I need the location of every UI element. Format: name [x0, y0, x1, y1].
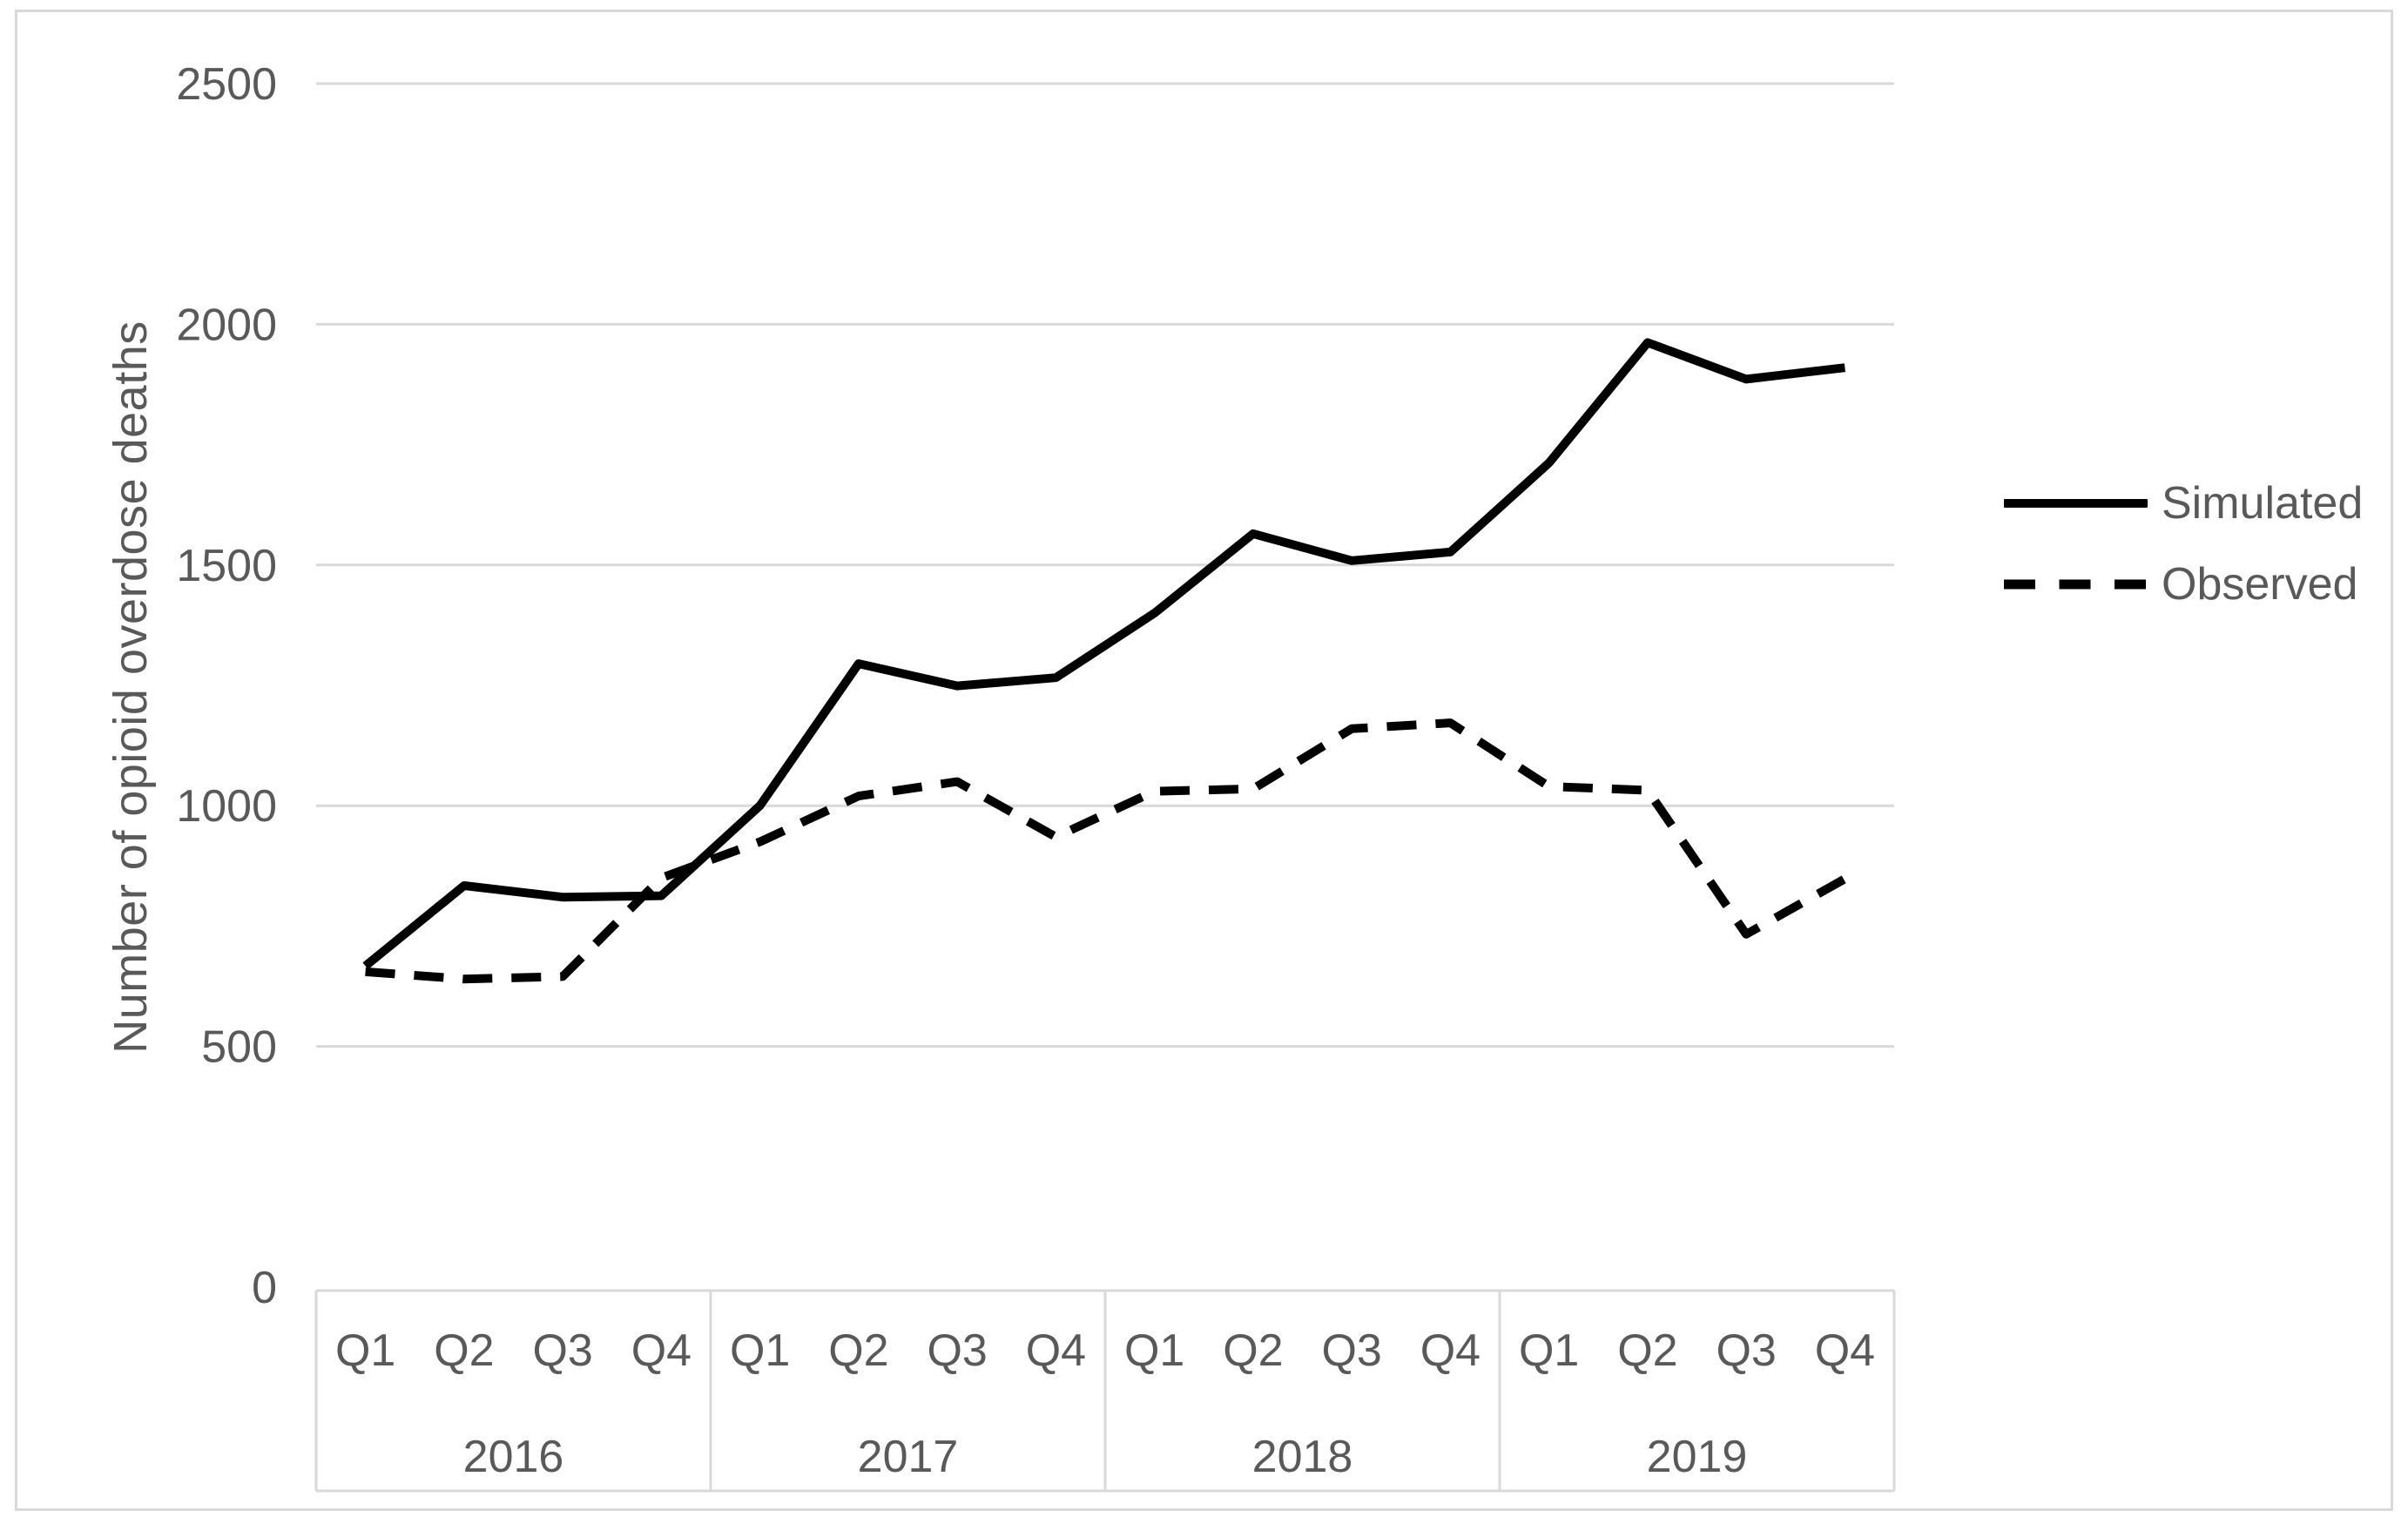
y-tick-label: 1000: [176, 781, 277, 832]
x-tick-label: Q1: [335, 1325, 395, 1376]
legend-dashed-line-icon: [2004, 579, 2148, 590]
x-tick-label: Q2: [828, 1325, 888, 1376]
x-tick-label: Q3: [532, 1325, 592, 1376]
series-line-simulated: [362, 338, 1845, 970]
x-tick-label: Q1: [1124, 1325, 1184, 1376]
x-tick-label: Q2: [1223, 1325, 1283, 1376]
x-tick-label: Q1: [730, 1325, 790, 1376]
legend-item-observed: Observed: [2004, 556, 2363, 612]
x-tick-label: Q2: [1617, 1325, 1677, 1376]
x-tick-label: Q4: [1815, 1325, 1875, 1376]
x-tick-label: Q1: [1519, 1325, 1579, 1376]
y-tick-label: 2500: [176, 59, 277, 110]
y-tick-label: 2000: [176, 300, 277, 350]
x-tick-label: Q3: [927, 1325, 987, 1376]
legend-item-simulated: Simulated: [2004, 475, 2363, 531]
legend: Simulated Observed: [2004, 475, 2363, 612]
year-label: 2018: [1252, 1432, 1353, 1482]
x-tick-label: Q4: [1026, 1325, 1086, 1376]
x-tick-label: Q4: [631, 1325, 691, 1376]
legend-solid-line-icon: [2004, 499, 2148, 508]
legend-label-observed: Observed: [2162, 559, 2358, 610]
x-tick-label: Q4: [1420, 1325, 1481, 1376]
year-label: 2019: [1647, 1432, 1748, 1482]
x-tick-label: Q3: [1716, 1325, 1776, 1376]
x-tick-label: Q2: [434, 1325, 494, 1376]
legend-label-simulated: Simulated: [2162, 478, 2364, 529]
year-label: 2016: [463, 1432, 564, 1482]
y-tick-label: 500: [201, 1022, 277, 1073]
series-line-observed: [365, 718, 1847, 984]
x-tick-label: Q3: [1321, 1325, 1381, 1376]
y-tick-label: 1500: [176, 541, 277, 591]
y-axis-title: Number of opioid overdose deaths: [105, 320, 157, 1054]
figure-border: [15, 10, 2393, 1511]
year-label: 2017: [858, 1432, 959, 1482]
y-tick-label: 0: [252, 1263, 277, 1313]
